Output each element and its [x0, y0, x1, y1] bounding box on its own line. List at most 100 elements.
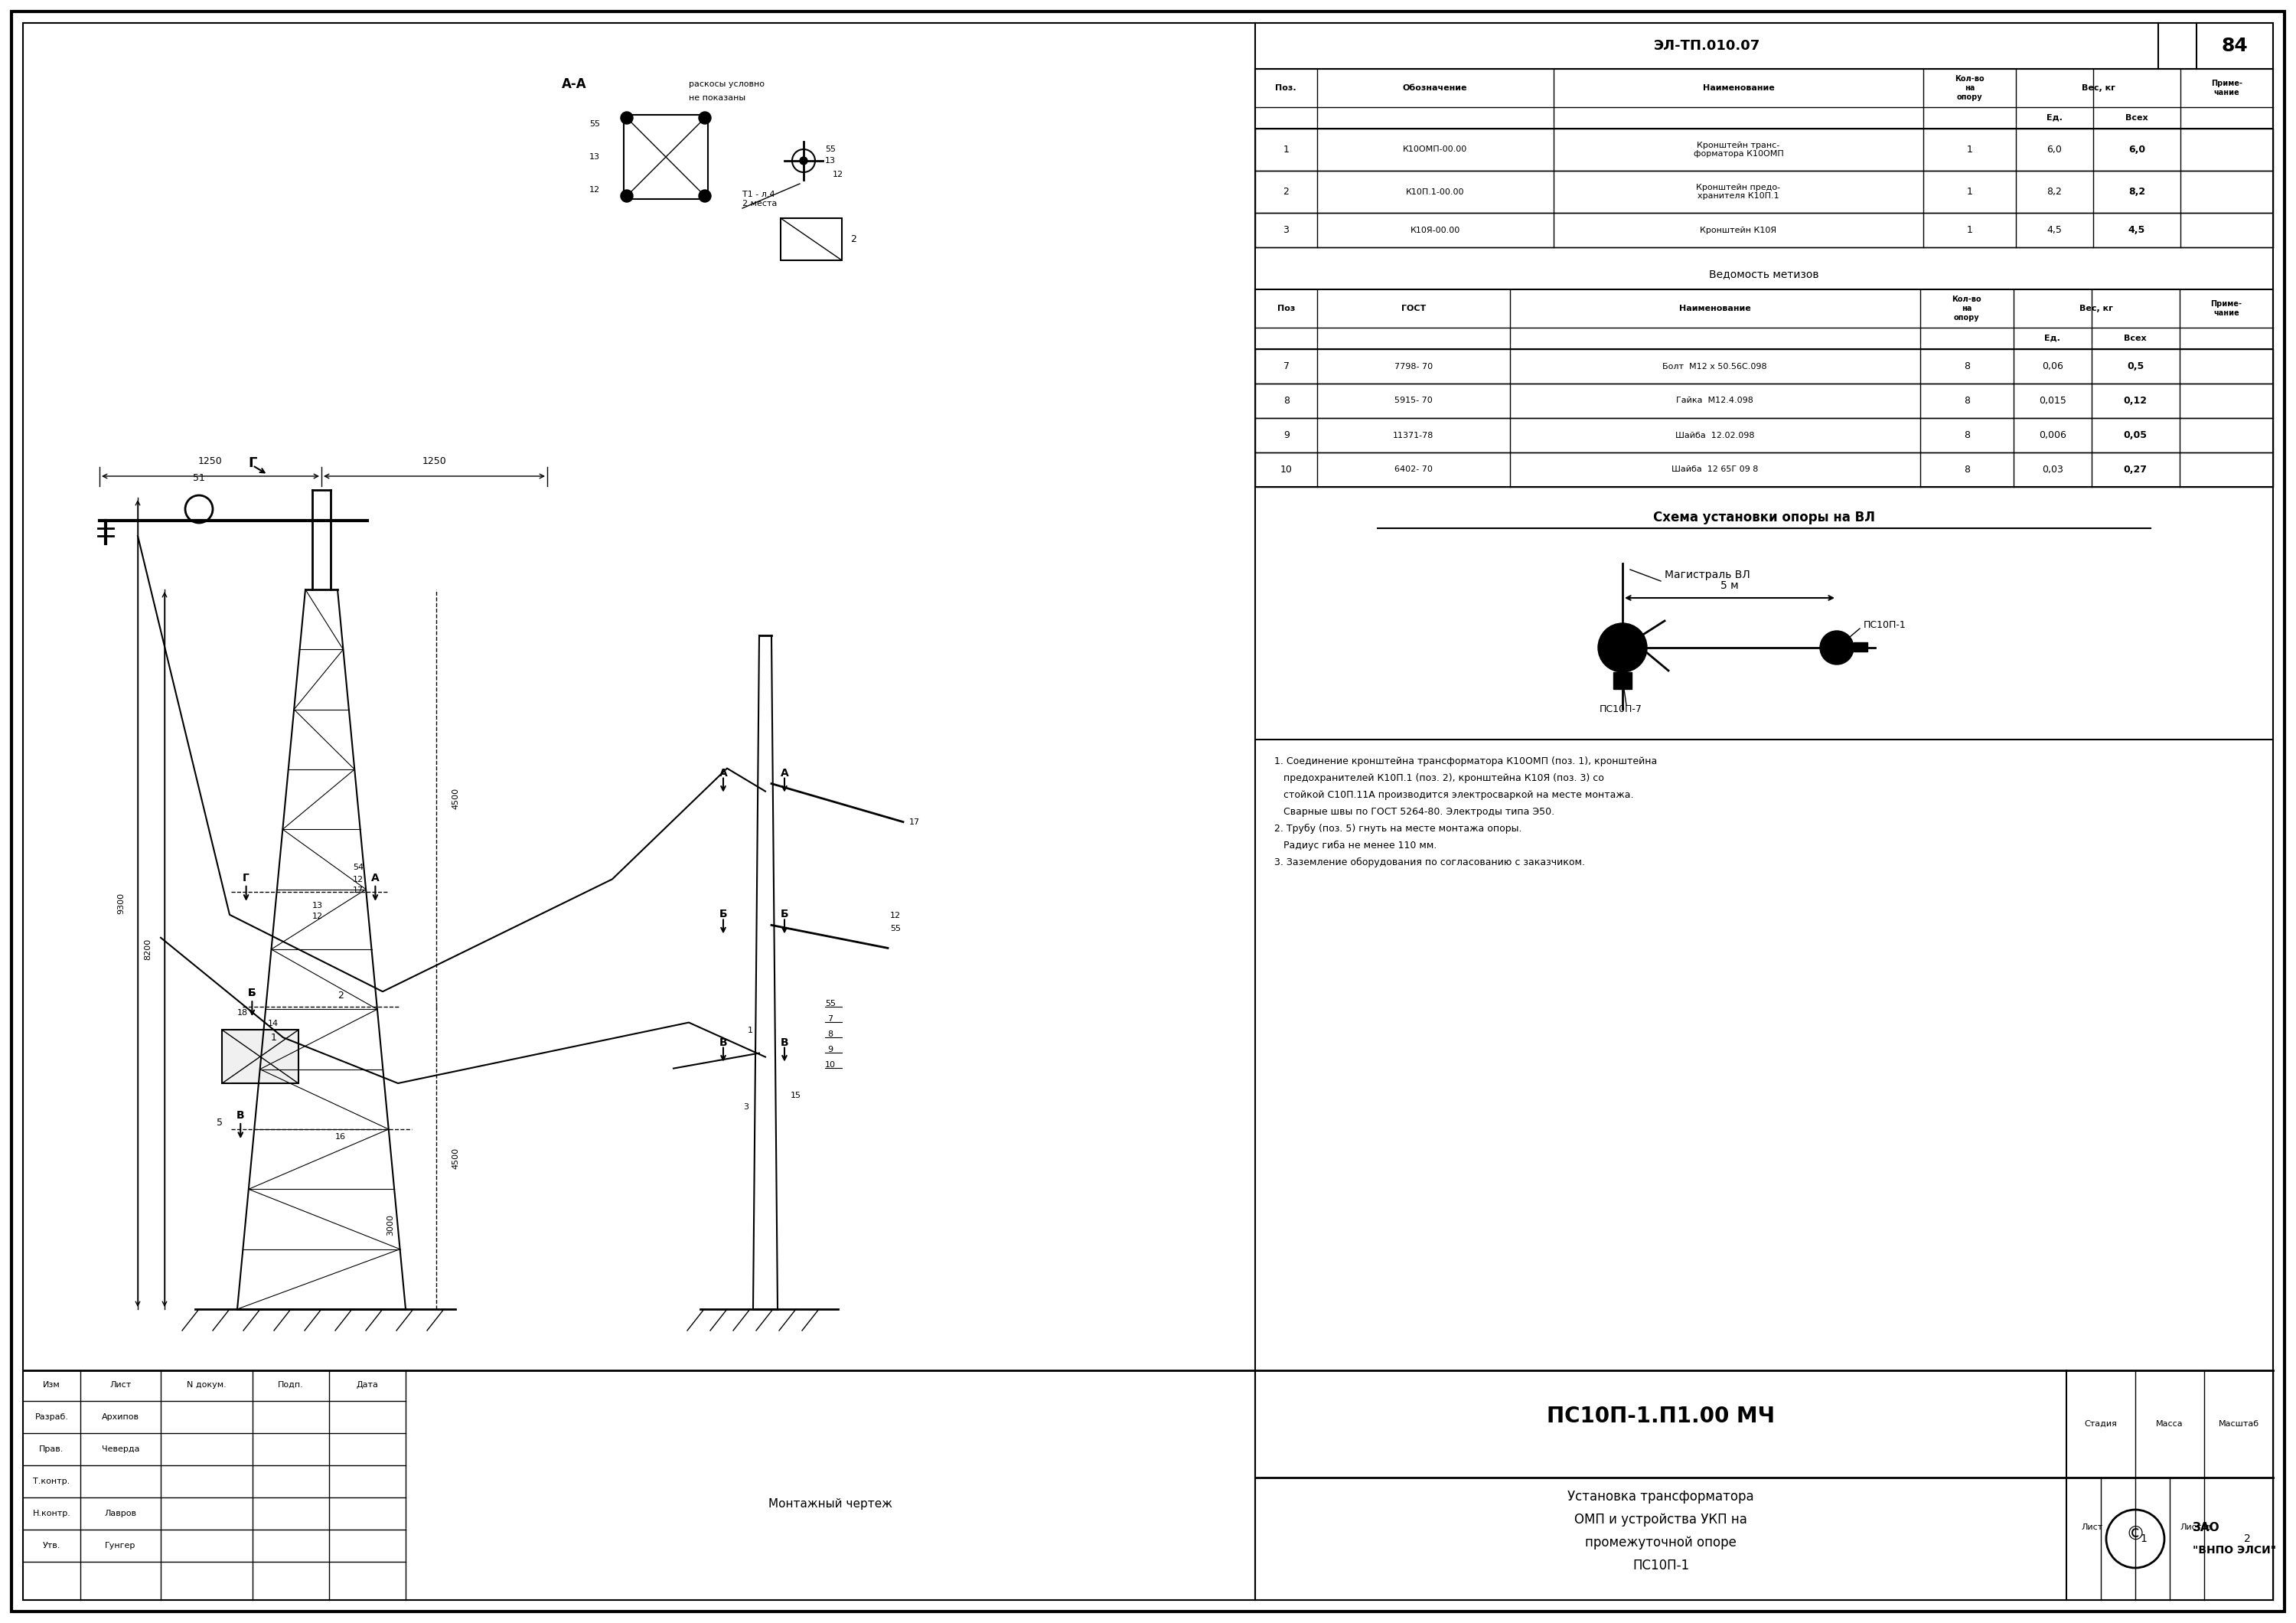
Text: 13: 13 — [590, 153, 599, 161]
Text: 14: 14 — [269, 1019, 278, 1027]
Text: N докум.: N докум. — [186, 1381, 227, 1389]
Text: промежуточной опоре: промежуточной опоре — [1584, 1535, 1736, 1550]
Text: 2: 2 — [1283, 187, 1288, 196]
Text: Магистраль ВЛ: Магистраль ВЛ — [1665, 570, 1750, 581]
Text: 17: 17 — [909, 818, 921, 826]
Text: ПС10П-1: ПС10П-1 — [1632, 1558, 1690, 1573]
Text: Масса: Масса — [2156, 1420, 2183, 1428]
Text: Наименование: Наименование — [1704, 84, 1775, 93]
Text: 55: 55 — [824, 1000, 836, 1008]
Text: Схема установки опоры на ВЛ: Схема установки опоры на ВЛ — [1653, 511, 1876, 524]
Text: 3. Заземление оборудования по согласованию с заказчиком.: 3. Заземление оборудования по согласован… — [1274, 857, 1584, 867]
Text: Б: Б — [719, 909, 728, 920]
Text: Шайба  12.02.098: Шайба 12.02.098 — [1676, 432, 1754, 440]
Text: 9300: 9300 — [117, 893, 124, 914]
Text: А: А — [719, 768, 728, 779]
Text: Наименование: Наименование — [1678, 305, 1750, 312]
Text: Приме-
чание: Приме- чание — [2211, 80, 2243, 96]
Text: Ед.: Ед. — [2046, 114, 2062, 122]
Text: Кронштейн К10Я: Кронштейн К10Я — [1699, 226, 1777, 234]
Text: 4500: 4500 — [452, 787, 459, 808]
Text: 5: 5 — [216, 1118, 223, 1128]
Text: 1: 1 — [2140, 1534, 2147, 1543]
Text: Н.контр.: Н.контр. — [32, 1509, 71, 1518]
Text: 8: 8 — [1963, 362, 1970, 372]
Text: 8: 8 — [1283, 396, 1290, 406]
Text: 8,2: 8,2 — [2048, 187, 2062, 196]
Text: 2. Трубу (поз. 5) гнуть на месте монтажа опоры.: 2. Трубу (поз. 5) гнуть на месте монтажа… — [1274, 824, 1522, 834]
Text: Подп.: Подп. — [278, 1381, 303, 1389]
Text: Кол-во
на
опору: Кол-во на опору — [1952, 295, 1981, 321]
Text: Б: Б — [781, 909, 788, 920]
Text: Поз.: Поз. — [1274, 84, 1297, 93]
Text: Сварные швы по ГОСТ 5264-80. Электроды типа Э50.: Сварные швы по ГОСТ 5264-80. Электроды т… — [1274, 807, 1554, 816]
Text: 3: 3 — [1283, 226, 1288, 235]
Bar — [781, 217, 843, 260]
Text: 2: 2 — [2243, 1534, 2250, 1543]
Text: Листов: Листов — [2179, 1524, 2211, 1530]
Text: 55: 55 — [590, 120, 599, 128]
Circle shape — [698, 190, 712, 203]
Bar — [1256, 68, 2273, 128]
Text: предохранителей К10П.1 (поз. 2), кронштейна К10Я (поз. 3) со: предохранителей К10П.1 (поз. 2), кронште… — [1274, 773, 1605, 784]
Text: 1: 1 — [1968, 144, 1972, 154]
Bar — [1614, 672, 1632, 690]
Text: ПС10П-1.П1.00 МЧ: ПС10П-1.П1.00 МЧ — [1548, 1406, 1775, 1427]
Text: 6,0: 6,0 — [2048, 144, 2062, 154]
Text: 7: 7 — [1283, 362, 1290, 372]
Text: Лавров: Лавров — [106, 1509, 138, 1518]
Text: Лист: Лист — [2082, 1524, 2103, 1530]
Text: 11371-78: 11371-78 — [1394, 432, 1435, 440]
Text: Изм: Изм — [44, 1381, 60, 1389]
Text: 10: 10 — [1281, 464, 1293, 474]
Text: 2: 2 — [338, 990, 344, 1000]
Text: 1. Соединение кронштейна трансформатора К10ОМП (поз. 1), кронштейна: 1. Соединение кронштейна трансформатора … — [1274, 756, 1658, 766]
Text: 12: 12 — [354, 876, 363, 883]
Text: Утв.: Утв. — [44, 1542, 60, 1550]
Circle shape — [698, 112, 712, 123]
Text: 3: 3 — [744, 1104, 748, 1110]
Text: А: А — [781, 768, 788, 779]
Text: Всех: Всех — [2126, 114, 2149, 122]
Text: 55: 55 — [824, 146, 836, 153]
Text: К10ОМП-00.00: К10ОМП-00.00 — [1403, 146, 1467, 154]
Text: 15: 15 — [790, 1091, 801, 1099]
Text: 1: 1 — [1968, 187, 1972, 196]
Text: Приме-
чание: Приме- чание — [2211, 300, 2241, 316]
Text: ГОСТ: ГОСТ — [1401, 305, 1426, 312]
Text: 1: 1 — [1283, 144, 1288, 154]
Text: Кол-во
на
опору: Кол-во на опору — [1954, 75, 1984, 101]
Text: 8: 8 — [1963, 396, 1970, 406]
Bar — [223, 1031, 298, 1084]
Text: Стадия: Стадия — [2085, 1420, 2117, 1428]
Text: 6,0: 6,0 — [2128, 144, 2144, 154]
Text: Чеверда: Чеверда — [101, 1446, 140, 1453]
Text: 4500: 4500 — [452, 1147, 459, 1169]
Text: 51: 51 — [193, 474, 204, 484]
Text: Лист: Лист — [110, 1381, 131, 1389]
Text: 0,06: 0,06 — [2041, 362, 2064, 372]
Text: 8: 8 — [1963, 430, 1970, 440]
Text: Вес, кг: Вес, кг — [2080, 305, 2112, 312]
Text: 4,5: 4,5 — [2048, 226, 2062, 235]
Text: Вес, кг: Вес, кг — [2082, 84, 2115, 93]
Text: 1: 1 — [271, 1032, 276, 1042]
Text: Кронштейн предо-
хранителя К10П.1: Кронштейн предо- хранителя К10П.1 — [1697, 183, 1779, 200]
Text: 0,12: 0,12 — [2124, 396, 2147, 406]
Text: Архипов: Архипов — [101, 1414, 140, 1420]
Text: 1250: 1250 — [422, 456, 445, 466]
Text: 5915- 70: 5915- 70 — [1394, 398, 1433, 404]
Text: 8: 8 — [1963, 464, 1970, 474]
Text: 8200: 8200 — [145, 938, 152, 961]
Text: Шайба  12 65Г 09 8: Шайба 12 65Г 09 8 — [1671, 466, 1759, 474]
Circle shape — [620, 190, 634, 203]
Text: стойкой С10П.11А производится электросваркой на месте монтажа.: стойкой С10П.11А производится электросва… — [1274, 790, 1635, 800]
Text: 16: 16 — [335, 1133, 347, 1141]
Text: 1250: 1250 — [197, 456, 223, 466]
Text: 12: 12 — [590, 187, 599, 193]
Text: Гайка  М12.4.098: Гайка М12.4.098 — [1676, 398, 1754, 404]
Text: 0,03: 0,03 — [2041, 464, 2064, 474]
Bar — [625, 115, 707, 200]
Text: Ед.: Ед. — [2043, 334, 2060, 342]
Text: 0,006: 0,006 — [2039, 430, 2066, 440]
